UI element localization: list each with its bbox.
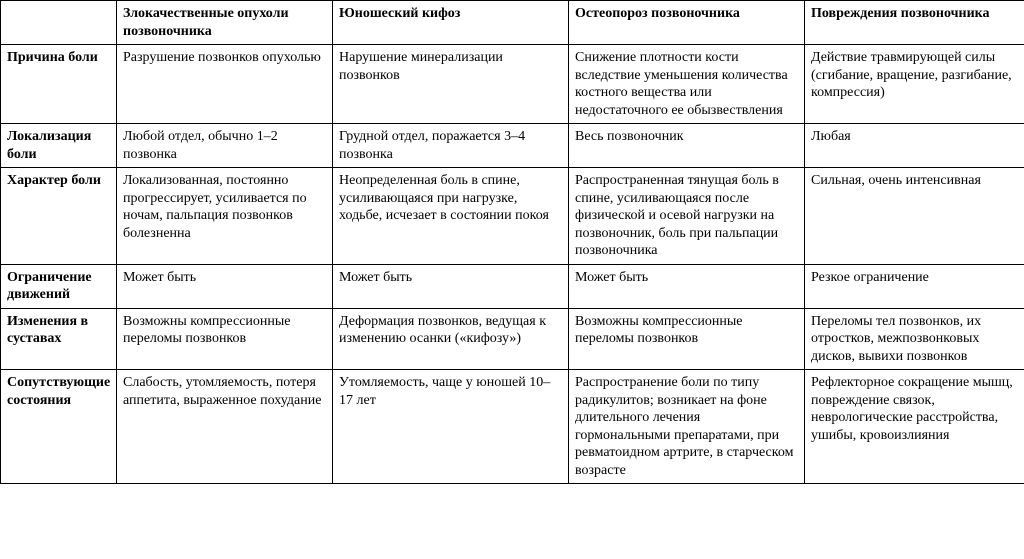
table-cell: Может быть — [569, 264, 805, 308]
table-cell: Может быть — [333, 264, 569, 308]
table-cell: Любой отдел, обычно 1–2 позвонка — [117, 124, 333, 168]
row-label: Ограничение движений — [1, 264, 117, 308]
table-row: Причина болиРазрушение позвонков опухоль… — [1, 45, 1024, 124]
table-cell: Рефлекторное сокращение мышц, повреждени… — [805, 370, 1024, 484]
table-row: Сопутствующие состоянияСлабость, утомляе… — [1, 370, 1024, 484]
table-cell: Резкое ограничение — [805, 264, 1024, 308]
header-col-3: Остеопороз позвоночника — [569, 1, 805, 45]
table-cell: Снижение плотности кости вследствие умен… — [569, 45, 805, 124]
table-cell: Утомляемость, чаще у юношей 10–17 лет — [333, 370, 569, 484]
table-cell: Слабость, утомляемость, потеря аппетита,… — [117, 370, 333, 484]
table-cell: Возможны компрессионные переломы позвонк… — [117, 308, 333, 370]
table-cell: Локализованная, постоянно прогрессирует,… — [117, 168, 333, 265]
table-row: Локализация болиЛюбой отдел, обычно 1–2 … — [1, 124, 1024, 168]
row-label: Локализация боли — [1, 124, 117, 168]
table-cell: Любая — [805, 124, 1024, 168]
row-label: Сопутствующие состояния — [1, 370, 117, 484]
row-label: Причина боли — [1, 45, 117, 124]
table-cell: Сильная, очень интенсивная — [805, 168, 1024, 265]
table-row: Характер болиЛокализованная, постоянно п… — [1, 168, 1024, 265]
table-cell: Грудной отдел, поражается 3–4 позвонка — [333, 124, 569, 168]
header-empty — [1, 1, 117, 45]
header-col-4: Повреждения позвоночника — [805, 1, 1024, 45]
table-cell: Неопределенная боль в спине, усиливающая… — [333, 168, 569, 265]
table-cell: Возможны компрессионные переломы позвонк… — [569, 308, 805, 370]
table-row: Ограничение движенийМожет бытьМожет быть… — [1, 264, 1024, 308]
table-cell: Нарушение минерализации позвонков — [333, 45, 569, 124]
table-cell: Переломы тел позвонков, их отростков, ме… — [805, 308, 1024, 370]
table-cell: Действие травмирующей силы (сгибание, вр… — [805, 45, 1024, 124]
table-cell: Разрушение позвонков опухолью — [117, 45, 333, 124]
table-cell: Весь позвоночник — [569, 124, 805, 168]
table-header-row: Злокачественные опухоли позвоночника Юно… — [1, 1, 1024, 45]
row-label: Характер боли — [1, 168, 117, 265]
table-cell: Распространение боли по типу радикулитов… — [569, 370, 805, 484]
header-col-1: Злокачественные опухоли позвоночника — [117, 1, 333, 45]
row-label: Изменения в суставах — [1, 308, 117, 370]
table-row: Изменения в суставахВозможны компрессион… — [1, 308, 1024, 370]
table-cell: Может быть — [117, 264, 333, 308]
comparison-table: Злокачественные опухоли позвоночника Юно… — [0, 0, 1024, 484]
table-body: Причина болиРазрушение позвонков опухоль… — [1, 45, 1024, 484]
table-cell: Распространенная тянущая боль в спине, у… — [569, 168, 805, 265]
header-col-2: Юношеский кифоз — [333, 1, 569, 45]
table-cell: Деформация позвонков, ведущая к изменени… — [333, 308, 569, 370]
